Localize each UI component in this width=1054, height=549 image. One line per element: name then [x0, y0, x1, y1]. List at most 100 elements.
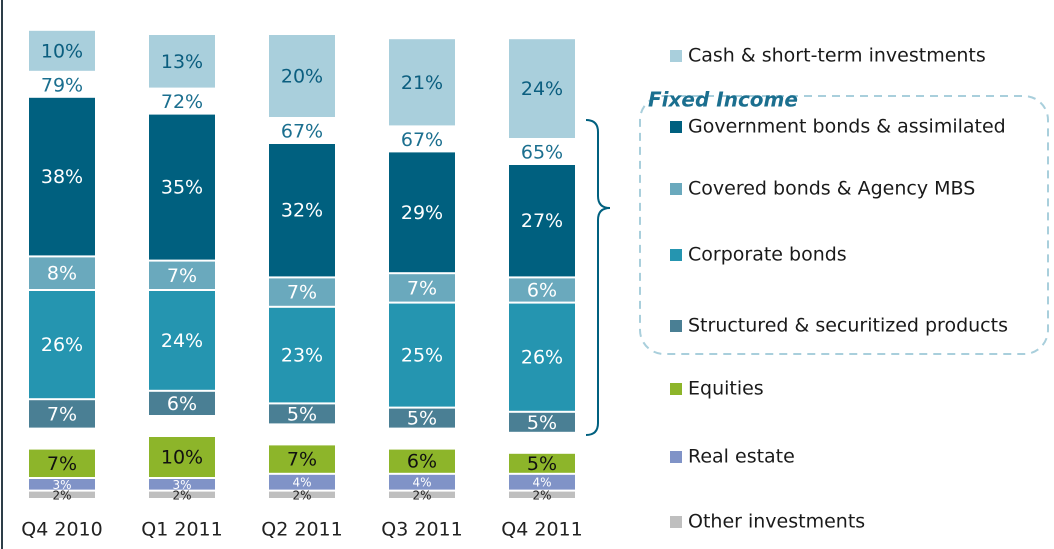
bracket	[585, 119, 611, 436]
bar-segment	[149, 437, 215, 477]
data-label: 24%	[161, 330, 203, 352]
bar-segment	[509, 474, 575, 490]
legend-label: Corporate bonds	[688, 244, 847, 266]
bar-segment	[29, 291, 95, 399]
data-label: 32%	[281, 200, 323, 222]
legend-swatch	[670, 516, 682, 528]
legend-label: Government bonds & assimilated	[688, 116, 1006, 138]
bar-segment	[389, 39, 455, 126]
bar-segment	[509, 278, 575, 302]
data-label: 3%	[52, 478, 71, 492]
bar-segment	[29, 479, 95, 490]
bar-segment	[149, 35, 215, 88]
data-label: 7%	[287, 282, 317, 304]
total-label: 67%	[401, 129, 443, 151]
data-label: 2%	[172, 488, 191, 502]
data-label: 26%	[521, 347, 563, 369]
data-label: 7%	[167, 265, 197, 287]
data-label: 5%	[527, 412, 557, 434]
data-label: 10%	[161, 447, 203, 469]
data-label: 6%	[407, 451, 437, 473]
bar-segment	[29, 97, 95, 256]
total-label: 79%	[41, 74, 83, 96]
bar-segment	[389, 474, 455, 490]
legend-swatch	[670, 451, 682, 463]
bar-segment	[509, 453, 575, 473]
data-label: 13%	[161, 51, 203, 73]
bar-segment	[269, 404, 335, 424]
data-label: 38%	[41, 166, 83, 188]
bar-segment	[269, 491, 335, 498]
bar-segment	[269, 474, 335, 490]
data-label: 27%	[521, 210, 563, 232]
data-label: 5%	[287, 403, 317, 425]
data-label: 5%	[527, 453, 557, 475]
data-label: 5%	[407, 408, 437, 430]
data-label: 26%	[41, 334, 83, 356]
bar-segment	[29, 491, 95, 498]
data-label: 4%	[532, 476, 551, 490]
data-label: 7%	[407, 277, 437, 299]
legend-label: Structured & securitized products	[688, 315, 1008, 337]
data-label: 2%	[532, 488, 551, 502]
data-label: 10%	[41, 40, 83, 62]
data-label: 35%	[161, 177, 203, 199]
bar-segment	[149, 391, 215, 415]
data-label: 4%	[292, 476, 311, 490]
bar-segment	[29, 257, 95, 289]
total-label: 72%	[161, 91, 203, 113]
data-label: 7%	[47, 453, 77, 475]
data-label: 6%	[527, 280, 557, 302]
data-label: 7%	[287, 449, 317, 471]
data-label: 7%	[47, 403, 77, 425]
bar-segment	[269, 445, 335, 473]
data-label: 29%	[401, 202, 443, 224]
bar-segment	[389, 303, 455, 407]
legend-label: Real estate	[688, 446, 795, 468]
bar-segment	[389, 408, 455, 428]
total-label: 65%	[521, 142, 563, 164]
x-tick-label: Q2 2011	[261, 519, 342, 541]
legend-label: Covered bonds & Agency MBS	[688, 178, 975, 200]
data-label: 2%	[412, 488, 431, 502]
bar-segment	[269, 307, 335, 403]
bar-segment	[149, 479, 215, 490]
legend-label: Equities	[688, 378, 764, 400]
group-title: Fixed Income	[648, 88, 798, 112]
bar-segment	[509, 491, 575, 498]
bar-segment	[149, 261, 215, 289]
bar-segment	[389, 152, 455, 273]
data-label: 4%	[412, 476, 431, 490]
bar-segment	[149, 491, 215, 498]
bar-segment	[509, 39, 575, 139]
data-label: 25%	[401, 345, 443, 367]
legend-label: Other investments	[688, 511, 865, 533]
total-label: 67%	[281, 121, 323, 143]
data-label: 23%	[281, 345, 323, 367]
data-label: 2%	[52, 488, 71, 502]
x-tick-label: Q4 2010	[21, 519, 102, 541]
legend-swatch	[670, 320, 682, 332]
legend-swatch	[670, 183, 682, 195]
legend-swatch	[670, 121, 682, 133]
bar-segment	[269, 278, 335, 306]
bar-segment	[269, 144, 335, 277]
data-label: 6%	[167, 393, 197, 415]
x-tick-label: Q4 2011	[501, 519, 582, 541]
data-label: 24%	[521, 78, 563, 100]
bar-segment	[29, 400, 95, 428]
legend-swatch	[670, 249, 682, 261]
data-label: 2%	[292, 488, 311, 502]
legend-label: Cash & short-term investments	[688, 45, 986, 67]
bar-segment	[509, 412, 575, 432]
data-label: 8%	[47, 263, 77, 285]
bar-segment	[389, 274, 455, 302]
x-tick-label: Q3 2011	[381, 519, 462, 541]
bar-segment	[149, 291, 215, 390]
bar-segment	[389, 491, 455, 498]
bar-segment	[29, 449, 95, 477]
legend-swatch	[670, 383, 682, 395]
data-label: 3%	[172, 478, 191, 492]
data-label: 20%	[281, 66, 323, 88]
